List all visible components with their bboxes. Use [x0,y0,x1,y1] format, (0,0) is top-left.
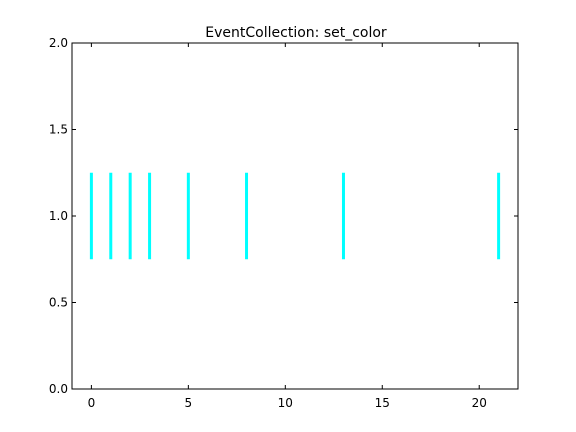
chart-title: EventCollection: set_color [205,25,387,41]
event-lines [89,172,501,260]
y-tick-label-1: 0.5 [49,296,68,310]
tick-labels: 0 5 10 15 20 0.0 0.5 1.0 1.5 2.0 [49,36,487,410]
y-tick-label-2: 1.0 [49,209,68,223]
x-tick-label-2: 10 [278,396,293,410]
y-tick-label-0: 0.0 [49,382,68,396]
plot-frame [71,42,519,390]
y-tick-label-3: 1.5 [49,123,68,137]
x-tick-label-3: 15 [375,396,390,410]
x-tick-label-0: 0 [88,396,96,410]
y-tick-label-4: 2.0 [49,36,68,50]
x-tick-label-4: 20 [472,396,487,410]
axis-ticks [72,42,518,390]
x-tick-label-1: 5 [185,396,193,410]
